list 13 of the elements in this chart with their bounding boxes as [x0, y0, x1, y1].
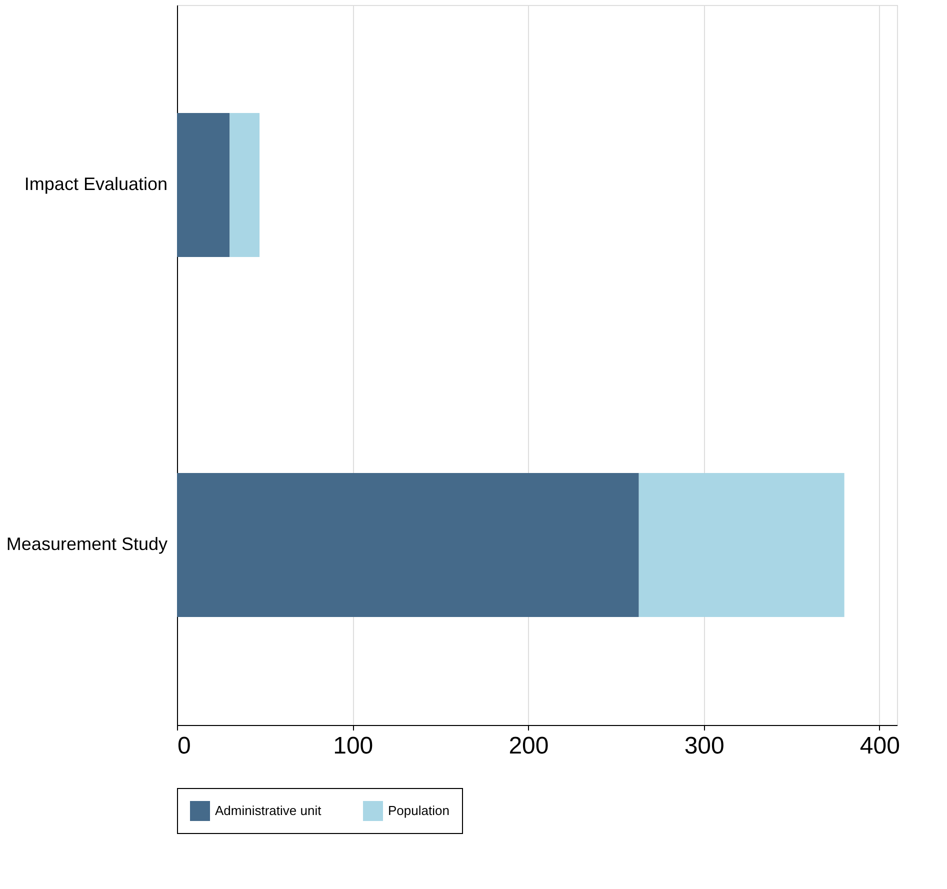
y-tick-label: Impact Evaluation: [24, 174, 168, 194]
bar: [638, 473, 844, 617]
x-tick-label: 400: [860, 732, 900, 760]
legend-label: Population: [388, 803, 450, 818]
x-tick-label: 300: [684, 732, 724, 760]
x-tick-label: 100: [333, 732, 374, 760]
y-tick-label: Measurement Study: [6, 534, 168, 554]
x-tick-label: 200: [508, 732, 549, 760]
legend-label: Administrative unit: [215, 803, 322, 818]
bar: [177, 113, 230, 257]
bar: [230, 113, 260, 257]
x-tick-label: 0: [178, 732, 191, 760]
bar: [177, 473, 639, 617]
